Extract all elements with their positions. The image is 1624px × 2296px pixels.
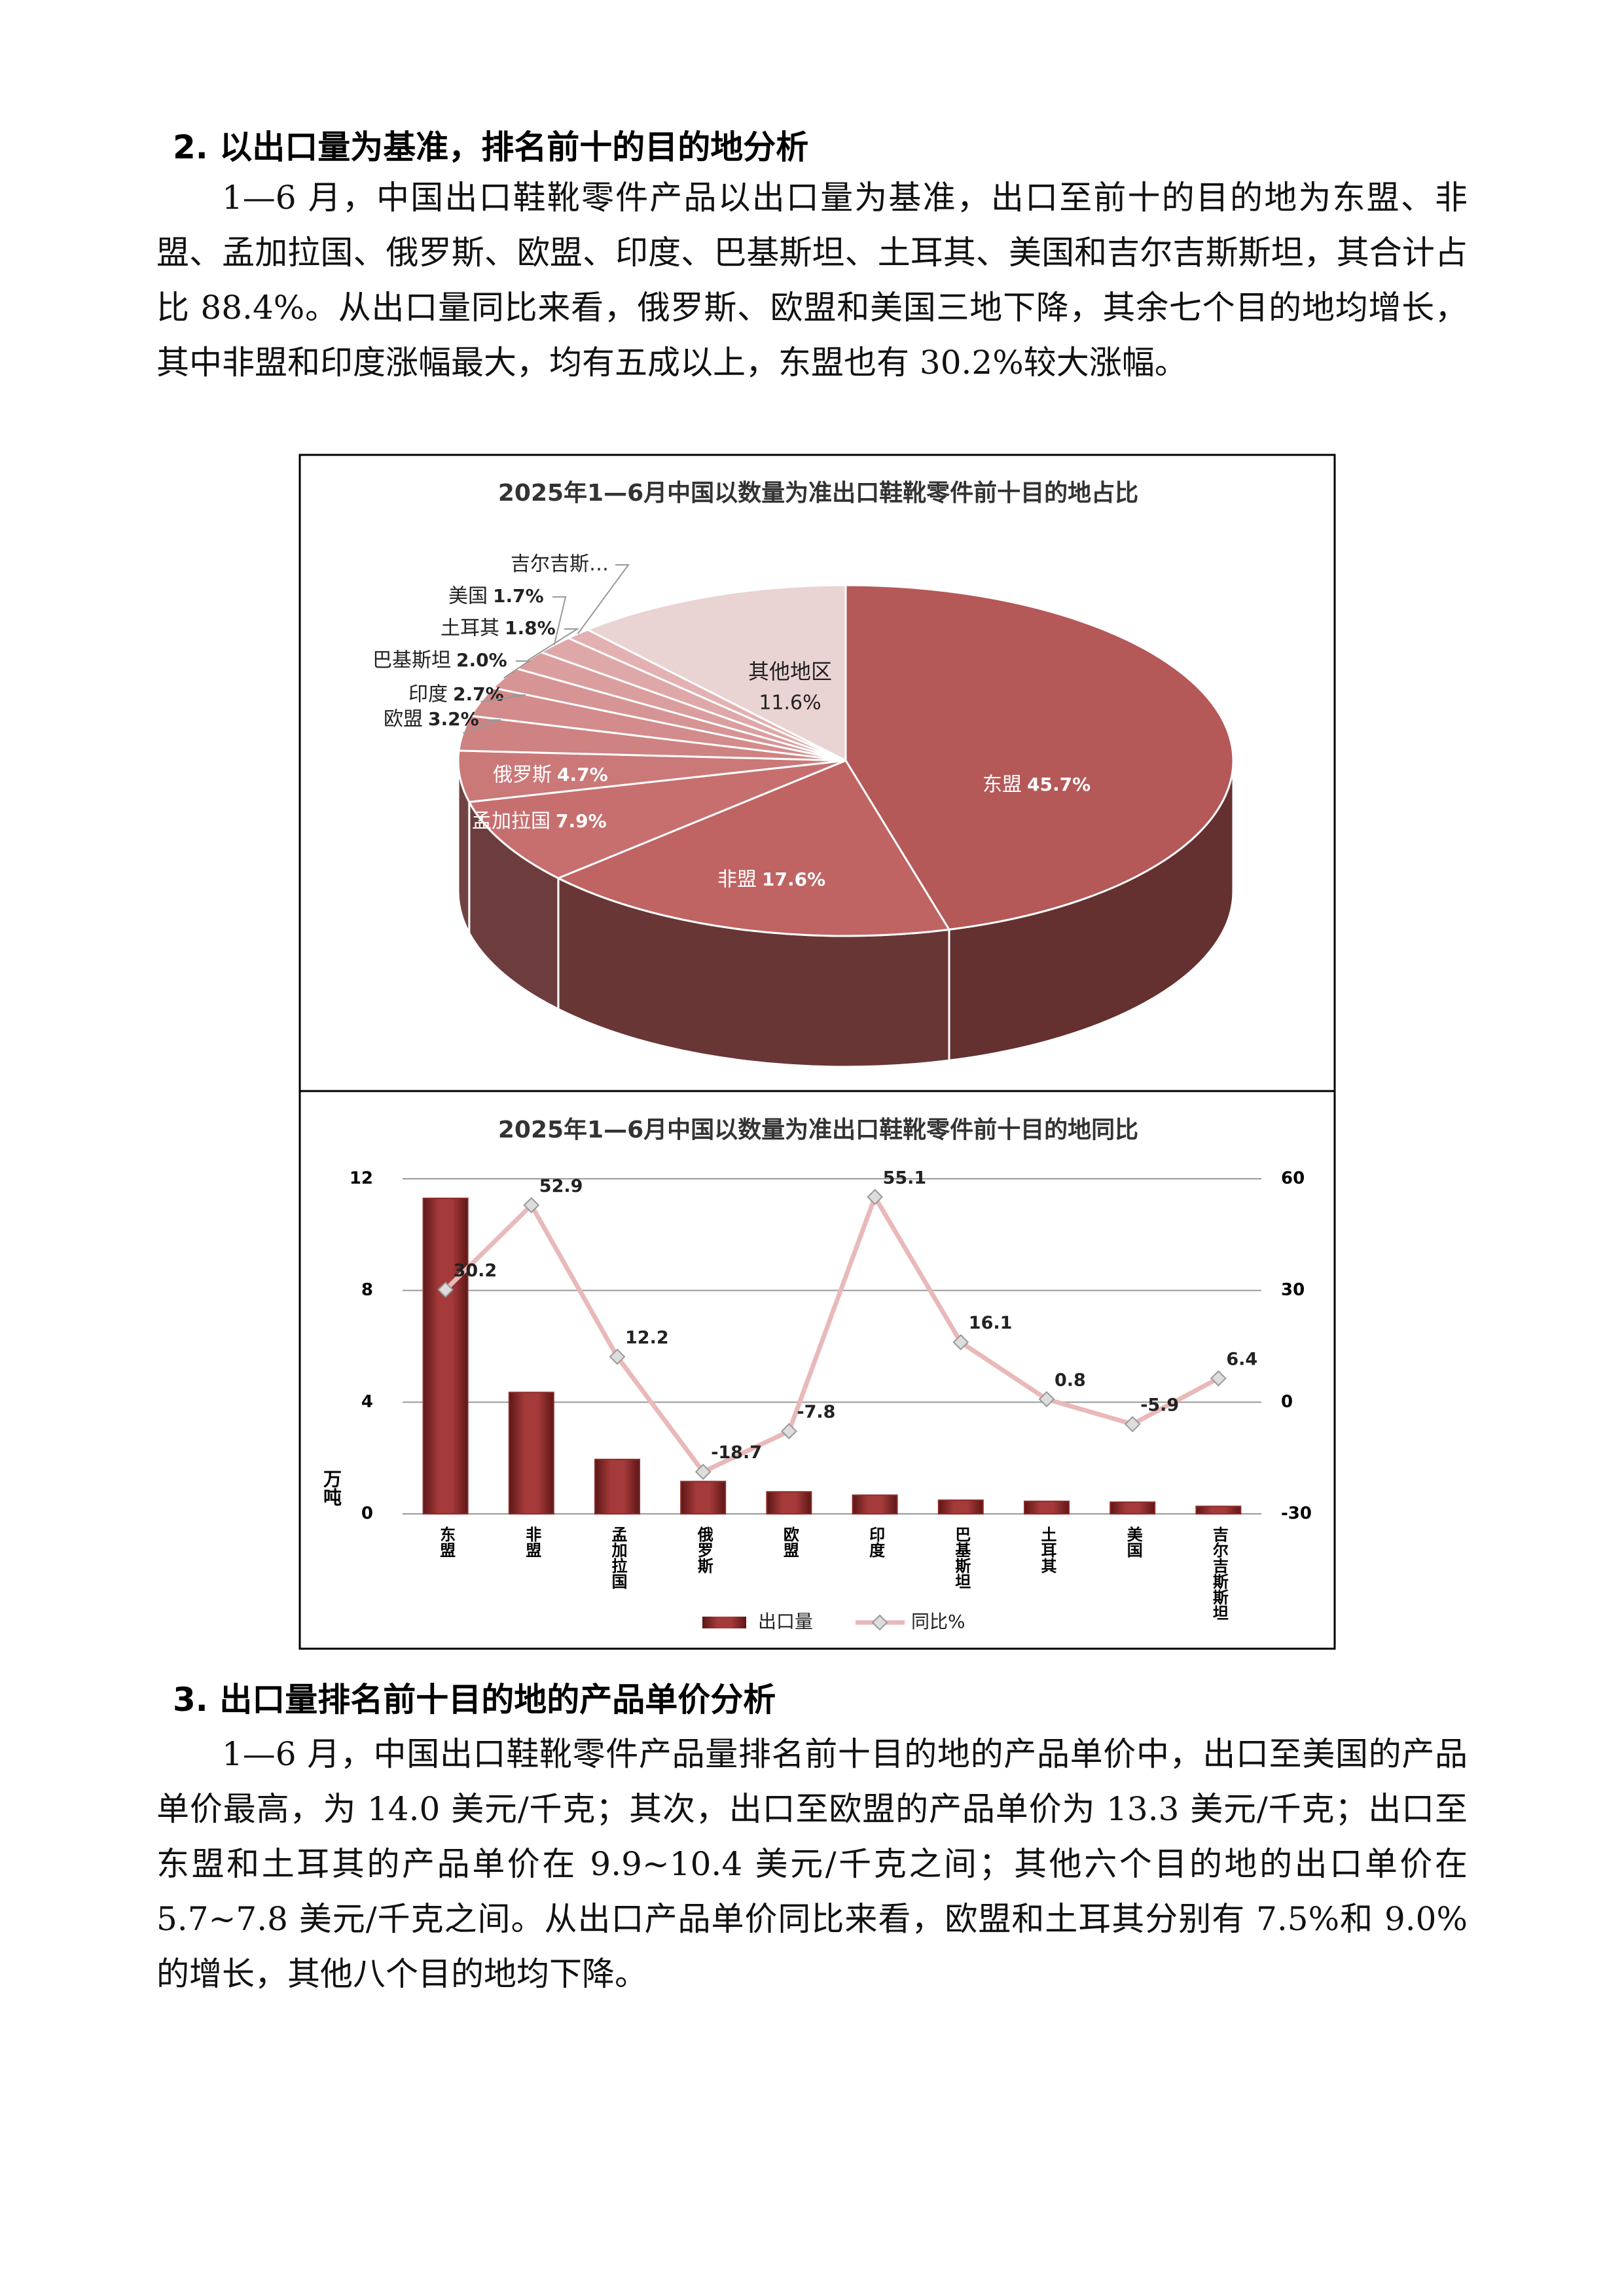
y2-tick-label: 30 xyxy=(1281,1280,1305,1300)
bar xyxy=(1195,1505,1242,1515)
y-tick-label: 8 xyxy=(361,1280,373,1300)
pie-label: 土耳其 xyxy=(441,617,499,640)
bar xyxy=(1110,1501,1156,1515)
data-label: -7.8 xyxy=(797,1402,835,1422)
pie-slice xyxy=(457,749,846,803)
pie-label: 印度 xyxy=(408,683,448,706)
y-tick-label: 0 xyxy=(361,1504,373,1524)
x-tick-label: 巴基斯坦 xyxy=(952,1526,971,1589)
data-label: 16.1 xyxy=(969,1313,1013,1333)
pie-label: 巴基斯坦 xyxy=(372,649,451,672)
legend-label: 同比% xyxy=(911,1611,965,1632)
y2-tick-label: 0 xyxy=(1281,1392,1293,1412)
bar xyxy=(680,1480,727,1515)
bar xyxy=(594,1458,640,1515)
paragraph: 1—6 月，中国出口鞋靴零件产品量排名前十目的地的产品单价中，出口至美国的产品单… xyxy=(156,1735,1468,1993)
pie-slice xyxy=(585,584,847,762)
pie-label: 非盟 xyxy=(717,869,757,891)
leader-line xyxy=(528,628,580,661)
pie-label: 俄罗斯 xyxy=(493,764,552,787)
pie-label: 美国 xyxy=(448,585,488,608)
y-tick-label: 4 xyxy=(361,1392,373,1412)
pie-value-label: 45.7% xyxy=(1027,774,1091,795)
line-marker xyxy=(523,1196,540,1213)
pie-value-label: 2.7% xyxy=(453,683,504,705)
pie-value-label: 17.6% xyxy=(762,869,825,890)
x-tick-label: 印度 xyxy=(867,1526,885,1558)
x-tick-label: 俄罗斯 xyxy=(695,1526,713,1574)
heading: 3. 出口量排名前十目的地的产品单价分析 xyxy=(173,1681,776,1719)
leader-line xyxy=(577,564,630,634)
data-label: 0.8 xyxy=(1055,1370,1086,1390)
bar xyxy=(852,1494,898,1515)
bar xyxy=(422,1197,469,1515)
y-axis-label vt: 万吨 xyxy=(321,1469,342,1506)
leader-line xyxy=(552,596,567,645)
chart-title: 2025年1—6月中国以数量为准出口鞋靴零件前十目的地占比 xyxy=(498,480,1138,507)
x-tick-label: 美国 xyxy=(1124,1526,1142,1558)
data-label: 12.2 xyxy=(625,1327,669,1348)
legend-swatch xyxy=(702,1617,746,1628)
bar xyxy=(1024,1500,1070,1515)
pie-value-label: 3.2% xyxy=(428,708,479,730)
line-marker xyxy=(1038,1391,1055,1408)
line xyxy=(444,1191,1220,1475)
pie-value-label: 4.7% xyxy=(557,764,608,785)
line-marker xyxy=(952,1334,969,1351)
pie-label: 孟加拉国 xyxy=(472,810,550,833)
data-label: -5.9 xyxy=(1140,1395,1179,1415)
chart-title: 2025年1—6月中国以数量为准出口鞋靴零件前十目的地同比 xyxy=(498,1117,1138,1143)
pie-value-label: 11.6% xyxy=(759,692,821,715)
pie-value-label: 7.9% xyxy=(556,810,607,832)
pie-slice xyxy=(467,759,846,880)
line-marker xyxy=(780,1423,797,1440)
x-tick-label: 孟加拉国 xyxy=(609,1526,627,1589)
bar xyxy=(766,1491,812,1515)
pie-slice xyxy=(844,584,1235,931)
heading: 2. 以出口量为基准，排名前十的目的地分析 xyxy=(173,128,809,166)
data-label: -18.7 xyxy=(711,1443,762,1463)
leader-line xyxy=(480,694,526,703)
data-label: 52.9 xyxy=(539,1176,583,1196)
pie-label: 吉尔吉斯… xyxy=(511,553,609,576)
bar xyxy=(508,1391,554,1515)
x-tick-label: 吉尔吉斯斯坦 xyxy=(1210,1526,1228,1621)
pie-slice xyxy=(556,759,951,937)
line-marker xyxy=(1124,1416,1141,1433)
line-marker xyxy=(437,1282,454,1298)
pie-label: 欧盟 xyxy=(384,708,423,731)
line-marker xyxy=(609,1348,626,1365)
y2-tick-label: 60 xyxy=(1281,1169,1305,1189)
bar xyxy=(937,1499,984,1515)
y2-tick-label: -30 xyxy=(1281,1504,1312,1524)
leader-line xyxy=(503,660,532,679)
pie-value-label: 1.8% xyxy=(505,617,556,639)
x-tick-label: 土耳其 xyxy=(1038,1526,1056,1573)
y-tick-label: 12 xyxy=(350,1169,373,1189)
pie-label: 东盟 xyxy=(983,774,1022,797)
x-tick-label: 欧盟 xyxy=(780,1526,799,1558)
x-tick-label: 东盟 xyxy=(437,1526,456,1558)
data-label: 6.4 xyxy=(1226,1349,1257,1369)
leader-line xyxy=(462,719,501,734)
pie-value-label: 2.0% xyxy=(456,649,507,671)
data-label: 30.2 xyxy=(454,1261,497,1281)
pie-value-label: 1.7% xyxy=(493,585,544,607)
legend-label: 出口量 xyxy=(758,1611,813,1632)
line-marker xyxy=(1210,1370,1227,1387)
legend-swatch xyxy=(871,1614,888,1631)
paragraph: 1—6 月，中国出口鞋靴零件产品以出口量为基准，出口至前十的目的地为东盟、非盟、… xyxy=(156,179,1468,382)
line-marker xyxy=(695,1463,712,1480)
line-marker xyxy=(867,1189,884,1206)
pie-label: 其他地区 xyxy=(748,659,832,684)
data-label: 55.1 xyxy=(883,1168,927,1188)
x-tick-label: 非盟 xyxy=(523,1526,541,1558)
